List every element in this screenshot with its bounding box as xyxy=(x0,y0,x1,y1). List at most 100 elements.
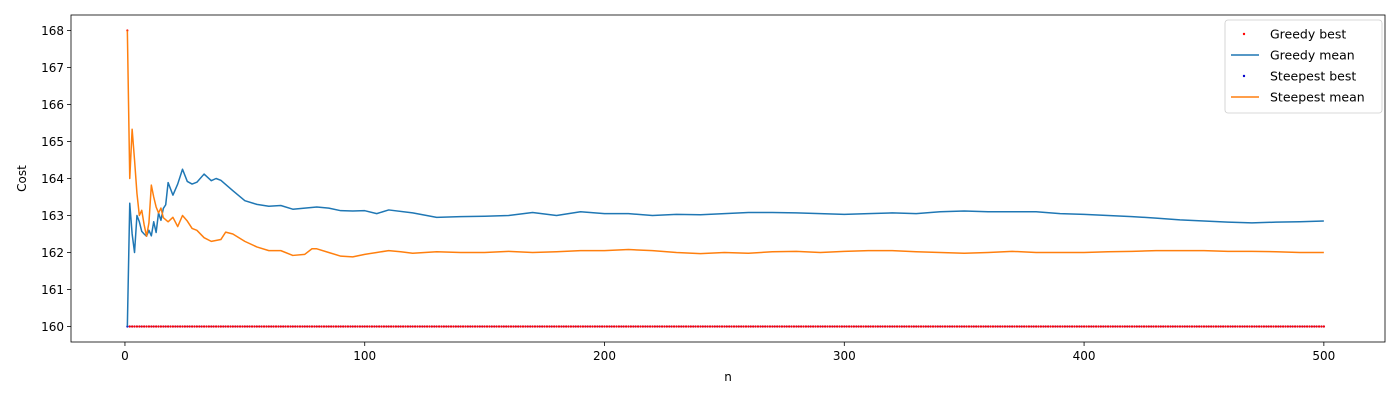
greedy-best-point xyxy=(521,325,525,328)
greedy-best-point xyxy=(1023,325,1026,328)
greedy-best-point xyxy=(308,325,311,328)
legend-label: Steepest best xyxy=(1270,69,1356,84)
greedy-best-point xyxy=(1116,325,1119,328)
greedy-best-point xyxy=(665,325,668,328)
legend-label: Greedy mean xyxy=(1270,48,1355,63)
greedy-best-point xyxy=(409,325,412,328)
greedy-best-point xyxy=(368,325,371,328)
greedy-best-point xyxy=(332,325,335,328)
greedy-best-point xyxy=(1044,325,1047,328)
greedy-best-point xyxy=(1027,325,1031,328)
greedy-best-point xyxy=(1246,325,1249,328)
greedy-best-point xyxy=(728,325,731,328)
y-tick-label: 162 xyxy=(41,246,64,260)
greedy-best-point xyxy=(701,325,704,328)
greedy-best-point xyxy=(342,325,345,328)
greedy-best-point xyxy=(1166,325,1170,328)
steepest-mean-line xyxy=(126,30,1324,258)
greedy-best-point xyxy=(193,325,196,328)
greedy-best-point xyxy=(1183,325,1186,328)
greedy-best-point xyxy=(972,325,975,328)
greedy-best-point xyxy=(574,325,577,328)
greedy-best-point xyxy=(1224,325,1227,328)
greedy-best-point xyxy=(1025,325,1028,328)
greedy-best-point xyxy=(1253,325,1256,328)
greedy-best-point xyxy=(394,325,398,328)
greedy-best-point xyxy=(922,325,925,328)
greedy-best-point xyxy=(627,325,630,328)
greedy-best-point xyxy=(286,325,290,328)
greedy-best-point xyxy=(1164,325,1167,328)
greedy-best-point xyxy=(1008,325,1011,328)
greedy-best-point xyxy=(1298,325,1301,328)
greedy-best-point xyxy=(322,325,326,328)
greedy-best-point xyxy=(1181,325,1184,328)
greedy-best-point xyxy=(358,325,362,328)
greedy-best-point xyxy=(579,325,582,328)
greedy-best-point xyxy=(704,325,707,328)
greedy-best-point xyxy=(730,325,733,328)
greedy-best-point xyxy=(1159,325,1162,328)
greedy-best-point xyxy=(176,325,179,328)
greedy-best-point xyxy=(1078,325,1081,328)
greedy-best-point xyxy=(143,325,146,328)
greedy-best-point xyxy=(375,325,378,328)
greedy-best-point xyxy=(138,325,141,328)
greedy-best-point xyxy=(1145,325,1148,328)
greedy-best-point xyxy=(236,325,239,328)
greedy-best-point xyxy=(979,325,983,328)
greedy-best-point xyxy=(277,325,280,328)
greedy-best-point xyxy=(330,325,333,328)
greedy-best-point xyxy=(891,325,894,328)
x-tick-label: 300 xyxy=(833,349,856,363)
greedy-best-point xyxy=(821,325,824,328)
greedy-best-point xyxy=(804,325,808,328)
greedy-best-point xyxy=(838,325,841,328)
greedy-best-point xyxy=(677,325,680,328)
greedy-best-point xyxy=(1315,325,1318,328)
greedy-best-point xyxy=(380,325,383,328)
greedy-best-point xyxy=(795,325,798,328)
greedy-best-point xyxy=(159,325,163,328)
greedy-best-point xyxy=(145,325,148,328)
greedy-best-point xyxy=(752,325,755,328)
greedy-best-point xyxy=(550,325,553,328)
greedy-best-point xyxy=(430,325,433,328)
greedy-best-point xyxy=(284,325,287,328)
greedy-best-point xyxy=(567,325,570,328)
greedy-best-point xyxy=(413,325,417,328)
greedy-best-point xyxy=(1102,325,1105,328)
greedy-best-point xyxy=(440,325,443,328)
greedy-best-point xyxy=(1255,325,1258,328)
plot-frame xyxy=(70,14,1386,343)
greedy-best-point xyxy=(931,325,935,328)
legend-label: Greedy best xyxy=(1270,27,1346,42)
greedy-best-point xyxy=(826,325,829,328)
greedy-best-point xyxy=(613,325,616,328)
greedy-best-point xyxy=(425,325,429,328)
greedy-best-point xyxy=(670,325,673,328)
greedy-best-point xyxy=(903,325,906,328)
greedy-best-point xyxy=(1186,325,1189,328)
greedy-best-point xyxy=(831,325,834,328)
greedy-best-point xyxy=(1210,325,1213,328)
greedy-best-point xyxy=(1094,325,1098,328)
greedy-best-point xyxy=(761,325,764,328)
greedy-best-point xyxy=(1152,325,1155,328)
greedy-best-point xyxy=(747,325,750,328)
greedy-best-point xyxy=(984,325,987,328)
greedy-best-point xyxy=(723,325,726,328)
greedy-best-point xyxy=(1054,325,1057,328)
greedy-best-point xyxy=(936,325,939,328)
greedy-best-point xyxy=(1284,325,1287,328)
greedy-best-point xyxy=(1018,325,1021,328)
greedy-best-point xyxy=(327,325,330,328)
greedy-best-point xyxy=(572,325,575,328)
greedy-best-point xyxy=(692,325,695,328)
greedy-best-point xyxy=(354,325,357,328)
greedy-best-point xyxy=(895,325,899,328)
greedy-best-point xyxy=(800,325,803,328)
greedy-best-point xyxy=(958,325,961,328)
greedy-best-point xyxy=(924,325,927,328)
greedy-best-point xyxy=(378,325,381,328)
